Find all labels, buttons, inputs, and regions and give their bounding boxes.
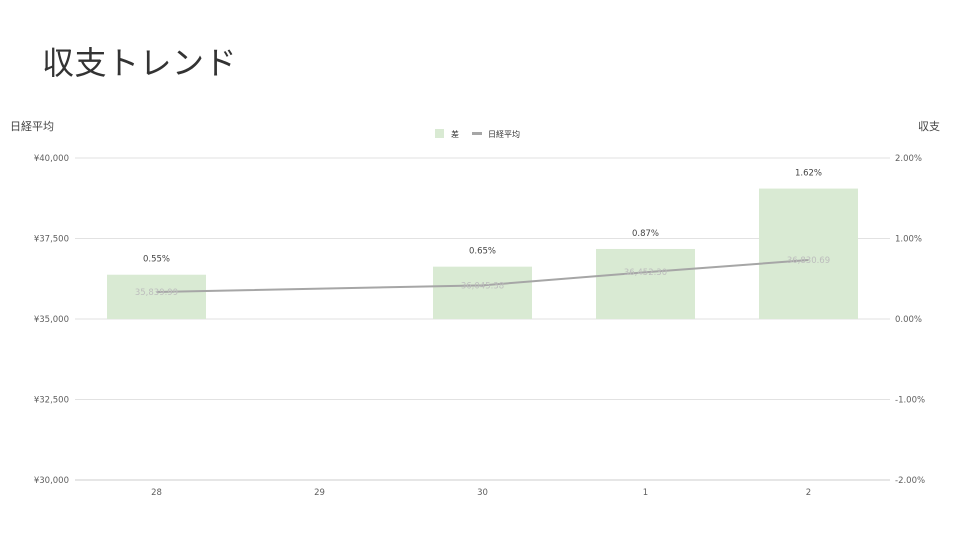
bar-value-label: 0.65%	[469, 247, 496, 257]
right-axis-tick-label: 0.00%	[895, 315, 922, 325]
line-value-label: 36,452.30	[624, 268, 667, 278]
data-labels: 0.55% 0.65% 0.87% 1.62% 35,839.99 36,045.38 36…	[135, 169, 830, 298]
legend: 差 日経平均	[435, 129, 520, 139]
right-axis-title: 収支	[918, 120, 940, 133]
legend-swatch-bar	[435, 129, 444, 138]
bar-value-label: 1.62%	[795, 169, 822, 179]
bar	[596, 248, 695, 319]
line-value-label: 35,839.99	[135, 288, 178, 298]
x-axis-tick-label: 1	[643, 488, 648, 498]
bar	[107, 274, 206, 319]
bar-value-label: 0.55%	[143, 255, 170, 265]
x-axis-tick-label: 2	[806, 488, 811, 498]
line-value-label: 36,830.69	[787, 256, 830, 266]
line-value-label: 36,045.38	[461, 281, 504, 291]
left-axis-tick-label: ¥35,000	[34, 315, 69, 325]
legend-label-line: 日経平均	[488, 129, 520, 139]
line-series	[156, 259, 809, 293]
left-axis-tick-label: ¥30,000	[34, 476, 69, 486]
x-axis-tick-label: 30	[477, 488, 488, 498]
x-axis-tick-label: 28	[151, 488, 162, 498]
x-axis-tick-label: 29	[314, 488, 325, 498]
legend-label-bar: 差	[451, 129, 459, 139]
axis-ticks: ¥30,000 -2.00% ¥32,500 -1.00% ¥35,000 0.00% ¥3…	[34, 154, 925, 498]
left-axis-tick-label: ¥40,000	[34, 154, 69, 164]
right-axis-tick-label: 1.00%	[895, 235, 922, 245]
bar-value-label: 0.87%	[632, 229, 659, 239]
left-axis-tick-label: ¥37,500	[34, 235, 69, 245]
right-axis-tick-label: 2.00%	[895, 154, 922, 164]
slide-title: 収支トレンド	[42, 44, 238, 82]
right-axis-tick-label: -1.00%	[895, 396, 925, 406]
bar	[759, 188, 858, 319]
bar	[433, 266, 532, 319]
line-path	[156, 259, 809, 293]
bar-series	[107, 188, 858, 319]
left-axis-tick-label: ¥32,500	[34, 396, 69, 406]
left-axis-title: 日経平均	[10, 120, 54, 133]
right-axis-tick-label: -2.00%	[895, 476, 925, 486]
